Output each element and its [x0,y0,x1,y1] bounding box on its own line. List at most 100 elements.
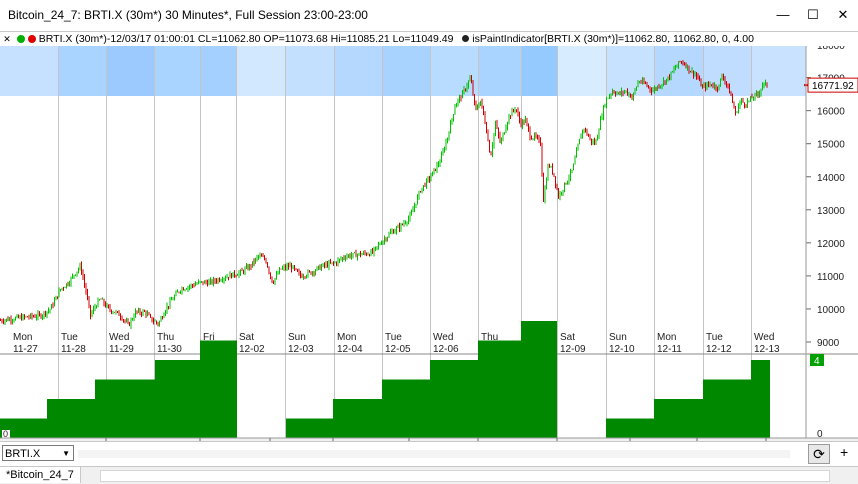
day-label: Sun [288,332,306,343]
date-label: 12-11 [657,344,682,355]
date-label: 12-09 [560,344,586,355]
price-tick-label: 16000 [817,107,845,118]
paint-band [58,46,106,96]
indicator-bar [654,399,703,438]
indicator-bar [478,340,521,438]
date-label: 11-27 [13,344,38,355]
day-label: Mon [657,332,676,343]
price-tick-label: 9000 [817,338,840,349]
green-status-icon [16,35,25,43]
date-label: 12-06 [433,344,459,355]
tab-bitcoin[interactable]: *Bitcoin_24_7 [0,467,81,483]
indicator-axis: 404 [810,354,824,440]
info-close-icon[interactable]: ✕ [3,34,11,44]
indicator-bar [606,418,654,438]
candles [0,60,768,330]
day-label: Mon [13,332,32,343]
price-tick-label: 13000 [817,206,845,217]
indicator-bar [47,399,95,438]
indicator-bar [751,360,770,438]
date-label: 12-05 [385,344,411,355]
paint-band [200,46,236,96]
indicator-bar [382,379,430,438]
paint-band [478,46,521,96]
date-label: 12-13 [754,344,780,355]
day-label: Mon [337,332,356,343]
price-tick-label: 14000 [817,173,845,184]
day-label: Tue [385,332,402,343]
indicator-bar [0,418,47,438]
paint-band [751,46,806,96]
day-label: Thu [481,332,498,343]
title-bar: Bitcoin_24_7: BRTI.X (30m*) 30 Minutes*,… [0,0,858,31]
date-label: 12-12 [706,344,732,355]
indicator-current-label: 4 [814,356,820,367]
window-title: Bitcoin_24_7: BRTI.X (30m*) 30 Minutes*,… [8,8,368,22]
symbol-selector[interactable]: BRTI.X ▼ [2,445,74,461]
price-tick-label: 18000 [817,46,845,52]
tab-bar: *Bitcoin_24_7 [0,466,858,484]
day-label: Sat [239,332,254,343]
paint-bands [0,46,806,96]
day-label: Wed [754,332,774,343]
paint-band [654,46,703,96]
paint-band [606,46,654,96]
indicator-zero-label: 0 [3,429,8,439]
paint-band [557,46,606,96]
refresh-icon[interactable]: ⟳ [808,444,830,464]
date-label: 12-04 [337,344,363,355]
add-button[interactable]: + [840,444,849,460]
price-axis[interactable]: 9000 10000 11000 12000 13000 14000 15000 16000 1… [804,46,858,349]
indicator-bar [95,379,155,438]
info-text: BRTI.X (30m*)-12/03/17 01:00:01 CL=11062… [38,33,454,45]
day-label: Tue [61,332,78,343]
indicator-bar [521,321,557,438]
indicator-current-box [810,354,824,366]
paint-band [154,46,200,96]
symbol-text: BRTI.X [5,448,41,460]
indicator-bar [703,379,751,438]
indicator-bar [155,360,200,438]
date-label: 12-10 [609,344,635,355]
chart-info-bar: ✕ BRTI.X (30m*)-12/03/17 01:00:01 CL=110… [0,31,858,47]
price-chart[interactable]: Mon11-27Tue11-28Wed11-29Thu11-30Fri12-01… [0,46,858,441]
tab-scrollbar[interactable] [100,470,830,482]
paint-band [334,46,382,96]
day-label: Sun [609,332,627,343]
current-price-box [807,77,858,93]
price-tick-label: 12000 [817,239,845,250]
day-label: Wed [109,332,129,343]
day-label: Wed [433,332,453,343]
day-label: Sat [560,332,575,343]
minimize-button[interactable]: — [776,7,790,22]
current-price-label: 16771.92 [812,81,854,92]
close-button[interactable]: ✕ [837,7,849,22]
maximize-button[interactable]: ☐ [807,7,819,22]
indicator-tick-label: 0 [817,429,823,440]
price-tick-label: 10000 [817,305,845,316]
paint-band [285,46,334,96]
time-axis: 23:0023:0023:0023:0023:0023:0023:0023:00… [105,438,767,441]
paint-band [236,46,285,96]
day-label: Thu [157,332,174,343]
price-tick-label: 11000 [817,272,845,283]
time-scrollbar[interactable] [78,450,790,458]
day-label: Fri [203,332,215,343]
red-status-icon [27,35,36,43]
date-label: 11-30 [157,344,182,355]
day-labels: Mon11-27Tue11-28Wed11-29Thu11-30Fri12-01… [13,332,780,355]
paint-band [703,46,751,96]
paint-band [0,46,58,96]
paint-band [430,46,478,96]
paint-band [382,46,430,96]
date-label: 12-02 [239,344,265,355]
chevron-down-icon: ▼ [62,449,70,458]
indicator-bar [333,399,382,438]
date-label: 11-29 [109,344,134,355]
indicator-bar [200,340,237,438]
indicator-bar [286,418,333,438]
date-label: 11-28 [61,344,86,355]
indicator-text: isPaintIndicator[BRTI.X (30m*)]=11062.80… [472,33,754,45]
price-tick-label: 15000 [817,140,845,151]
paint-band [106,46,154,96]
